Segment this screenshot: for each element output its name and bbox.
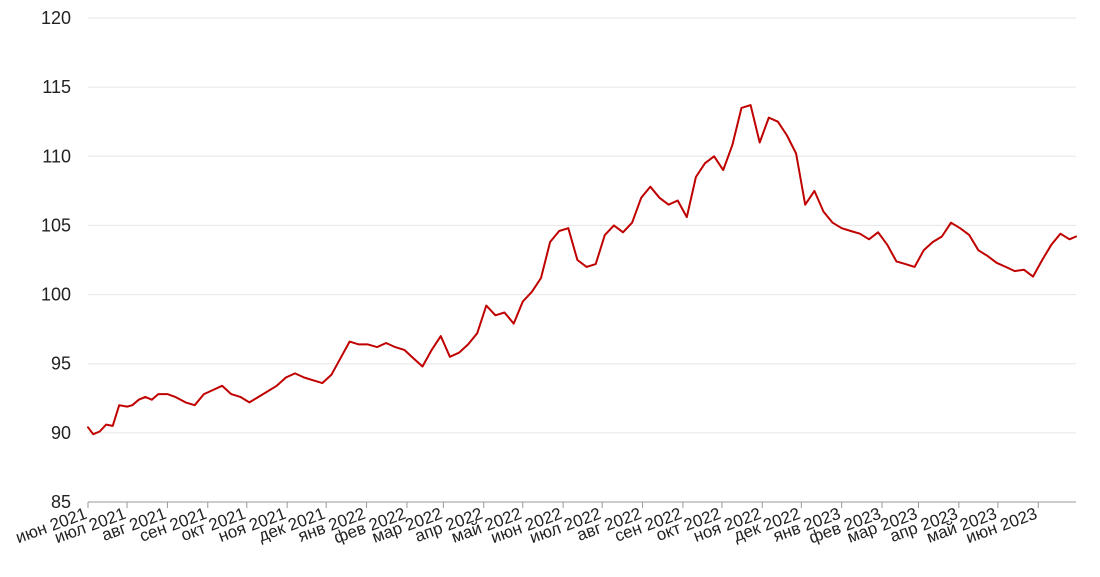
series-layer <box>87 104 1077 436</box>
y-tick-label: 100 <box>41 285 71 305</box>
series-line-0 <box>87 104 1077 436</box>
y-axis-ticks: 85 90 95 100 105 110 115 120 <box>41 8 71 512</box>
y-tick-label: 95 <box>51 354 71 374</box>
y-tick-label: 90 <box>51 423 71 443</box>
y-tick-label: 105 <box>41 215 71 235</box>
y-tick-label: 120 <box>41 8 71 28</box>
y-tick-label: 110 <box>42 146 71 166</box>
grid-lines <box>88 17 1076 503</box>
y-tick-label: 85 <box>51 492 71 512</box>
y-tick-label: 115 <box>42 77 71 97</box>
